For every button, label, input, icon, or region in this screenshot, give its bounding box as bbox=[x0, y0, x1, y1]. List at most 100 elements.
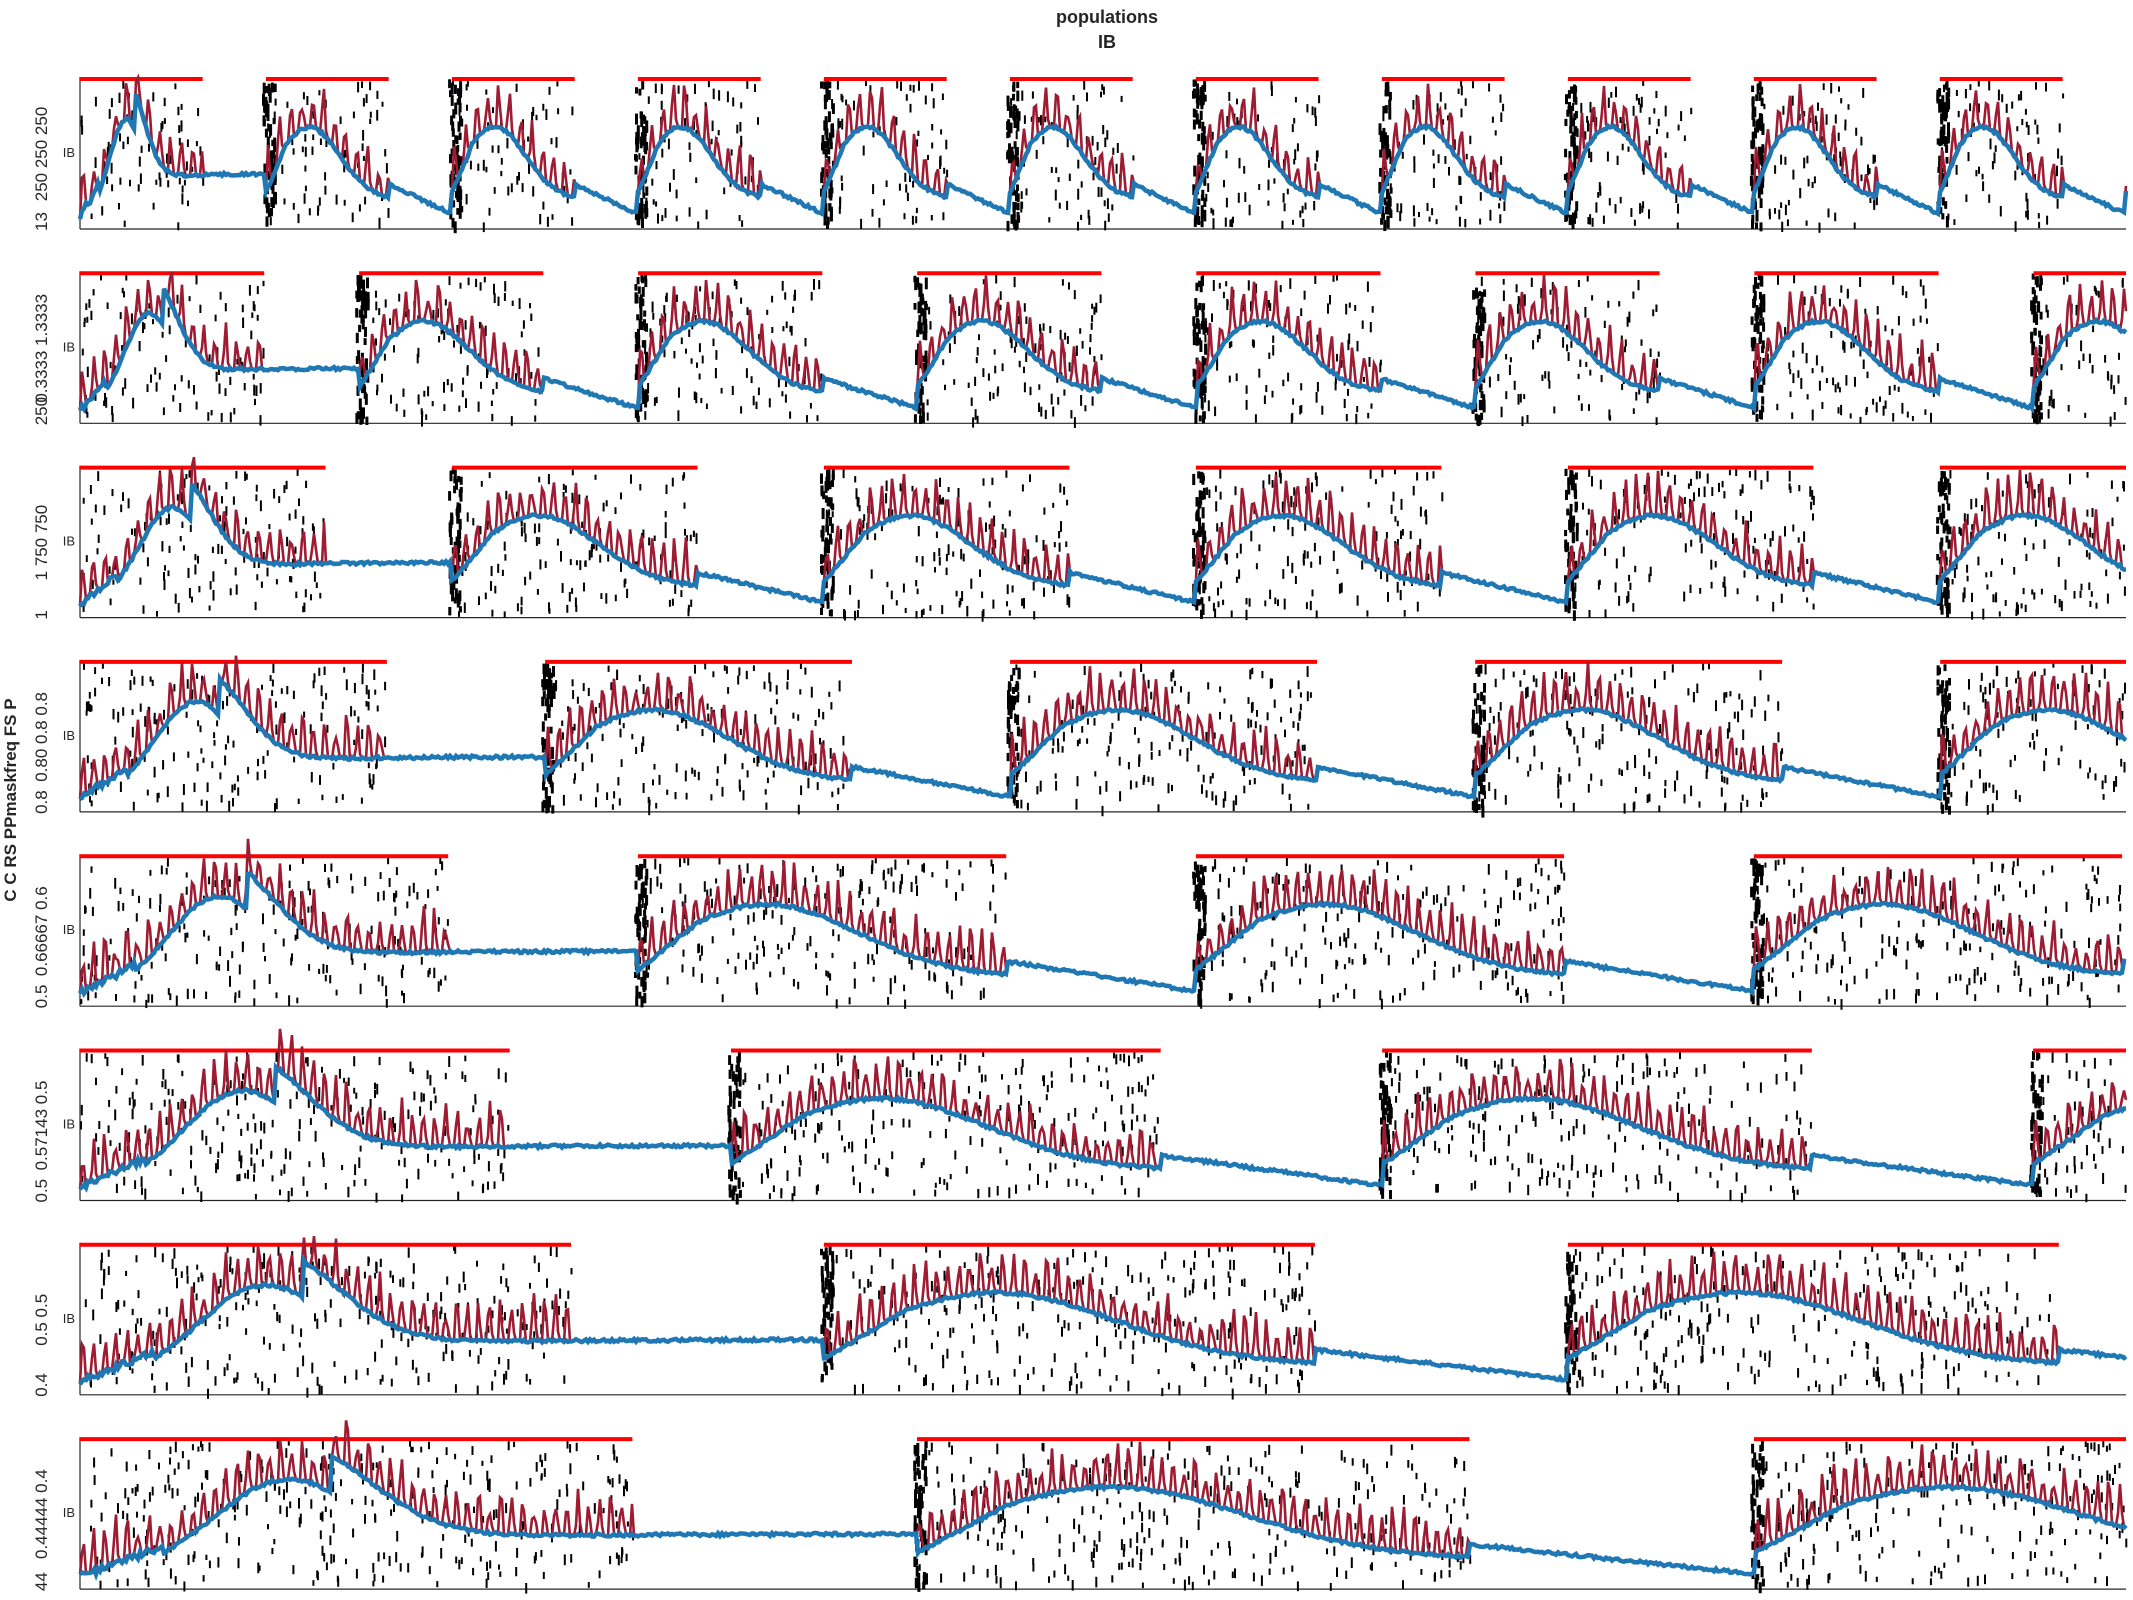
spike-mark bbox=[574, 752, 577, 762]
spike-mark bbox=[1689, 584, 1692, 594]
spike-mark bbox=[2029, 742, 2032, 748]
spike-mark bbox=[1837, 407, 1840, 414]
spike-mark bbox=[1248, 779, 1251, 785]
spike-mark bbox=[211, 546, 214, 554]
spike-mark bbox=[271, 679, 274, 687]
spike-mark bbox=[1846, 288, 1849, 299]
spike-mark bbox=[689, 152, 692, 162]
spike-mark bbox=[1853, 222, 1856, 229]
spike-mark bbox=[1212, 209, 1215, 216]
spike-mark bbox=[638, 904, 642, 917]
spike-mark bbox=[1203, 581, 1207, 590]
spike-mark bbox=[1459, 176, 1462, 185]
spike-mark bbox=[1508, 364, 1511, 376]
spike-mark bbox=[1571, 533, 1575, 543]
spike-mark bbox=[138, 895, 140, 904]
spike-mark bbox=[839, 198, 842, 210]
spike-mark bbox=[1912, 318, 1915, 326]
spike-mark bbox=[253, 561, 256, 568]
spike-mark bbox=[1202, 564, 1205, 573]
spike-mark bbox=[1638, 97, 1640, 105]
spike-mark bbox=[857, 497, 860, 508]
spike-mark bbox=[1199, 282, 1203, 293]
spike-mark bbox=[1382, 112, 1385, 122]
spike-mark bbox=[932, 98, 935, 109]
spike-mark bbox=[1970, 531, 1973, 543]
spike-mark bbox=[243, 554, 246, 563]
spike-mark bbox=[741, 345, 744, 354]
spike-mark bbox=[451, 128, 455, 137]
spike-mark bbox=[1675, 192, 1678, 203]
spike-mark bbox=[938, 494, 941, 505]
spike-mark bbox=[643, 192, 646, 199]
spike-mark bbox=[1203, 475, 1205, 481]
spike-mark bbox=[367, 762, 370, 769]
spike-mark bbox=[970, 578, 973, 589]
spike-mark bbox=[1724, 802, 1727, 810]
spike-mark bbox=[273, 192, 277, 204]
spike-mark bbox=[1970, 499, 1973, 510]
spike-mark bbox=[122, 707, 125, 716]
spike-mark bbox=[335, 194, 338, 205]
spike-mark bbox=[2115, 737, 2118, 746]
spike-mark bbox=[904, 172, 907, 182]
spike-mark bbox=[1945, 157, 1949, 164]
spike-mark bbox=[1063, 486, 1066, 495]
spike-mark bbox=[1279, 472, 1282, 484]
spike-mark bbox=[766, 777, 769, 784]
spike-mark bbox=[451, 467, 455, 475]
spike-mark bbox=[185, 711, 188, 718]
spike-mark bbox=[1798, 113, 1801, 121]
spike-mark bbox=[1577, 395, 1580, 401]
spike-mark bbox=[1569, 694, 1572, 705]
spike-mark bbox=[872, 131, 875, 138]
spike-mark bbox=[181, 521, 184, 528]
spike-mark bbox=[1936, 343, 1939, 352]
spike-mark bbox=[1585, 361, 1588, 367]
spike-mark bbox=[695, 533, 698, 544]
spike-mark bbox=[1944, 109, 1948, 117]
spike-mark bbox=[679, 858, 681, 868]
spike-mark bbox=[2042, 358, 2045, 367]
spike-mark bbox=[2102, 794, 2105, 800]
spike-mark bbox=[194, 564, 197, 575]
spike-mark bbox=[1549, 289, 1552, 295]
spike-mark bbox=[831, 103, 835, 114]
spike-mark bbox=[1715, 748, 1718, 757]
spike-mark bbox=[1465, 153, 1468, 160]
spike-mark bbox=[765, 756, 768, 768]
spike-mark bbox=[516, 176, 519, 185]
spike-mark bbox=[252, 301, 255, 311]
spike-mark bbox=[1089, 334, 1092, 343]
spike-mark bbox=[186, 139, 189, 147]
spike-mark bbox=[1519, 393, 1522, 403]
spike-mark bbox=[1937, 481, 1941, 493]
spike-mark bbox=[822, 491, 826, 500]
spike-mark bbox=[385, 985, 388, 997]
spike-mark bbox=[1102, 125, 1105, 135]
spike-mark bbox=[1966, 791, 1968, 803]
spike-mark bbox=[1821, 402, 1824, 409]
spike-mark bbox=[1936, 554, 1940, 561]
spike-mark bbox=[915, 207, 918, 214]
spike-mark bbox=[307, 880, 310, 891]
spike-mark bbox=[224, 303, 227, 312]
spike-mark bbox=[197, 555, 199, 564]
spike-mark bbox=[343, 150, 346, 159]
spike-mark bbox=[1091, 315, 1094, 322]
spike-mark bbox=[1015, 105, 1018, 112]
spike-mark bbox=[974, 409, 977, 420]
spike-mark bbox=[266, 203, 270, 213]
spike-mark bbox=[836, 863, 839, 871]
spike-mark bbox=[639, 403, 643, 412]
spike-mark bbox=[1004, 528, 1007, 538]
spike-mark bbox=[753, 757, 756, 763]
spike-mark bbox=[556, 538, 559, 546]
spike-mark bbox=[1196, 206, 1200, 217]
spike-mark bbox=[458, 208, 462, 219]
spike-mark bbox=[1784, 156, 1787, 165]
spike-mark bbox=[831, 99, 834, 110]
spike-mark bbox=[267, 123, 270, 132]
spike-mark bbox=[538, 476, 541, 483]
spike-mark bbox=[831, 473, 835, 481]
